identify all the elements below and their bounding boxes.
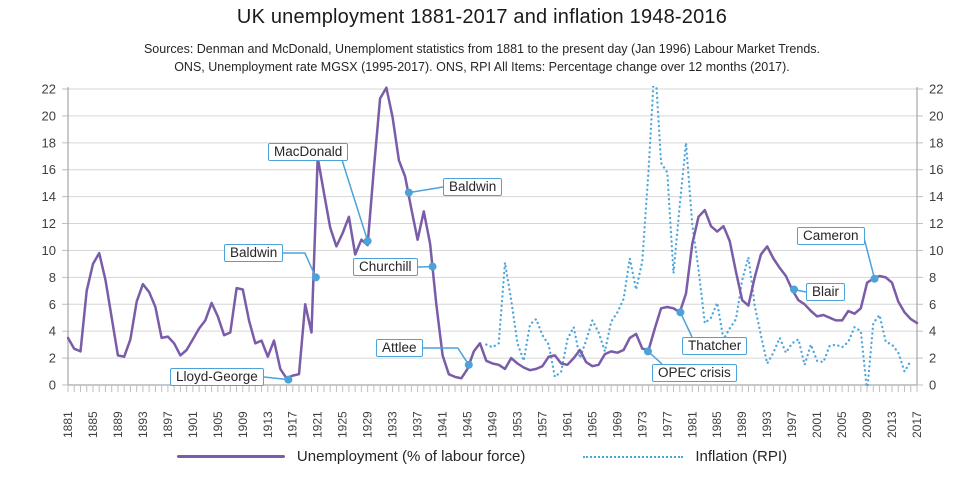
x-axis-year-label: 1981 [685,411,699,438]
y-axis-label-right: 10 [929,243,943,258]
y-axis-label-left: 16 [42,162,56,177]
annotation-churchill: Churchill [353,258,418,276]
annotation-dot [790,285,799,294]
annotation-dot [870,274,879,283]
x-axis-year-label: 1961 [560,411,574,438]
x-axis-year-label: 1881 [61,411,75,438]
x-axis-year-label: 1901 [186,411,200,438]
source-line-1: Sources: Denman and McDonald, Unemplomen… [143,42,821,56]
annotation-thatcher: Thatcher [682,337,748,355]
x-axis-year-label: 1997 [785,411,799,438]
chart-sources: Sources: Denman and McDonald, Unemplomen… [0,40,964,76]
x-axis-year-label: 1913 [261,411,275,438]
inflation-legend-label: Inflation (RPI) [695,448,788,465]
annotation-dot [643,347,652,356]
y-axis-label-right: 12 [929,216,943,231]
x-axis-year-label: 1917 [286,411,300,438]
inflation-line [485,86,912,388]
annotation-callout-line [263,376,289,381]
y-axis-label-left: 20 [42,108,56,123]
x-axis-year-label: 2017 [910,411,924,438]
x-axis-year-label: 1885 [86,411,100,438]
y-axis-label-right: 22 [929,82,943,97]
annotation-callout-line [408,186,444,194]
y-axis-label-right: 14 [929,189,943,204]
annotation-dot [676,308,685,317]
y-axis-label-left: 10 [42,243,56,258]
chart-title: UK unemployment 1881-2017 and inflation … [236,6,728,28]
x-axis-year-label: 2009 [860,411,874,438]
x-axis-year-label: 1941 [436,411,450,438]
annotation-dot [428,262,437,271]
annotation-dot [464,360,473,369]
x-axis-year-label: 1977 [660,411,674,438]
annotation-dot [284,375,293,384]
x-axis-year-label: 1989 [735,411,749,438]
annotation-dot [311,273,320,282]
x-axis-year-label: 1905 [211,411,225,438]
x-axis-year-label: 1985 [710,411,724,438]
y-axis-label-right: 16 [929,162,943,177]
x-axis-year-label: 1909 [236,411,250,438]
annotation-dot [363,237,372,246]
x-axis-year-label: 1933 [386,411,400,438]
y-axis-label-right: 4 [929,324,936,339]
x-axis-year-label: 1929 [361,411,375,438]
x-axis-year-label: 1969 [610,411,624,438]
annotation-macdonald: MacDonald [268,143,349,161]
annotation-callout-line [679,312,693,338]
x-axis-year-label: 1897 [161,411,175,438]
x-axis-year-label: 2005 [835,411,849,438]
x-axis-year-label: 1893 [136,411,150,438]
annotation-callout-line [283,252,317,278]
y-axis-label-right: 6 [929,297,936,312]
x-axis-year-label: 2001 [810,411,824,438]
inflation-legend-line [583,455,684,458]
y-axis-label-left: 6 [49,297,56,312]
x-axis-year-label: 1925 [336,411,350,438]
annotation-callout-line [862,235,876,279]
x-axis-year-label: 1937 [411,411,425,438]
x-axis-year-label: 1993 [760,411,774,438]
y-axis-label-left: 12 [42,216,56,231]
annotation-dot [404,188,413,197]
unemployment-legend-line [176,455,285,458]
x-axis-year-label: 2013 [885,411,899,438]
x-axis-year-label: 1945 [461,411,475,438]
annotation-blair: Blair [806,283,846,301]
x-axis-year-label: 1953 [510,411,524,438]
unemployment-line [66,86,919,380]
y-axis-label-left: 4 [49,324,56,339]
y-axis-label-right: 20 [929,108,943,123]
y-axis-label-left: 14 [42,189,56,204]
y-axis-label-left: 18 [42,135,56,150]
x-axis-year-label: 1921 [311,411,325,438]
x-axis-year-label: 1973 [635,411,649,438]
annotation-callout-line [341,159,369,242]
x-axis-year-label: 1965 [585,411,599,438]
annotation-baldwin: Baldwin [443,178,503,196]
x-axis-year-label: 1957 [535,411,549,438]
annotation-callout-line [423,347,470,366]
annotation-cameron: Cameron [797,227,865,245]
x-axis-year-label: 1889 [111,411,125,438]
annotation-baldwin: Baldwin [224,244,284,262]
source-line-2: ONS, Unemployment rate MGSX (1995-2017).… [174,60,790,74]
y-axis-label-left: 22 [42,82,56,97]
y-axis-label-left: 0 [49,378,56,393]
x-axis-year-label: 1949 [486,411,500,438]
y-axis-label-right: 2 [929,351,936,366]
y-axis-label-left: 8 [49,270,56,285]
annotation-lloyd-george: Lloyd-George [170,368,264,386]
unemployment-legend-label: Unemployment (% of labour force) [296,448,526,465]
chart-legend: Unemployment (% of labour force) Inflati… [0,448,964,465]
y-axis-label-right: 18 [929,135,943,150]
y-axis-label-left: 2 [49,351,56,366]
annotation-opec-crisis: OPEC crisis [652,364,737,382]
annotation-attlee: Attlee [376,339,423,357]
y-axis-label-right: 0 [929,378,936,393]
y-axis-label-right: 8 [929,270,936,285]
